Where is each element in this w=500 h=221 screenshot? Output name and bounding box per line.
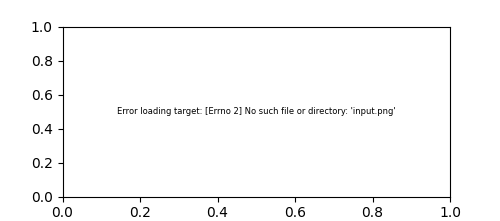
Text: Error loading target: [Errno 2] No such file or directory: 'input.png': Error loading target: [Errno 2] No such … [117,107,396,116]
